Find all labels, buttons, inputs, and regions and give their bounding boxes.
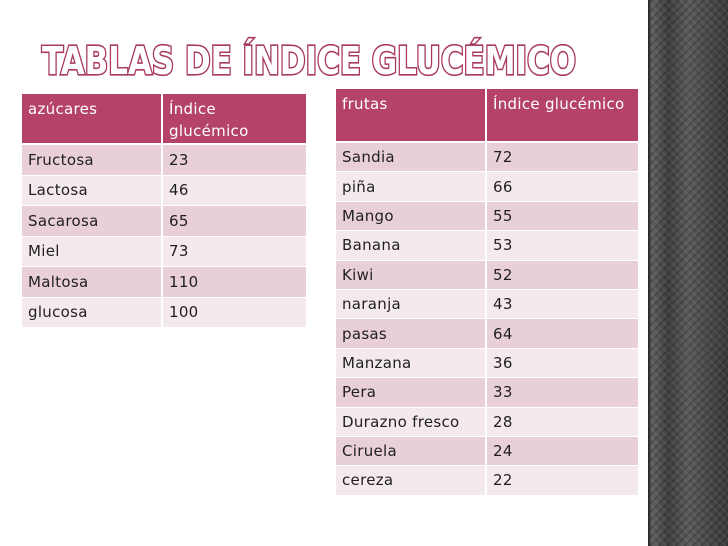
item-name-cell: Manzana xyxy=(336,348,487,379)
table-row: glucosa 100 xyxy=(22,297,306,328)
item-name-cell: pasas xyxy=(336,318,487,349)
item-name-cell: piña xyxy=(336,171,487,202)
item-name-cell: cereza xyxy=(336,465,487,496)
glycemic-index-cell: 28 xyxy=(486,407,638,437)
table-row: naranja 43 xyxy=(336,289,638,320)
item-name-cell: Banana xyxy=(336,230,487,261)
glycemic-index-cell: 64 xyxy=(486,318,638,349)
table-row: piña 66 xyxy=(336,171,638,202)
glycemic-index-cell: 52 xyxy=(486,260,638,290)
item-name-cell: Maltosa xyxy=(22,266,163,298)
slide-title: Tablas de índice glucémico xyxy=(40,36,600,84)
glycemic-index-cell: 23 xyxy=(162,144,306,176)
item-name-cell: Durazno fresco xyxy=(336,407,487,437)
table-row: Kiwi 52 xyxy=(336,260,638,290)
table-row: Lactosa 46 xyxy=(22,175,306,206)
slide-title-graphic: Tablas de índice glucémico xyxy=(40,37,577,84)
glycemic-index-cell: 22 xyxy=(486,465,638,496)
glycemic-index-cell: 110 xyxy=(162,266,306,298)
item-name-cell: naranja xyxy=(336,289,487,320)
item-name-cell: Pera xyxy=(336,377,487,408)
glycemic-index-cell: 33 xyxy=(486,377,638,408)
glycemic-index-cell: 55 xyxy=(486,201,638,232)
item-name-cell: Ciruela xyxy=(336,436,487,467)
glycemic-index-cell: 100 xyxy=(162,297,306,328)
column-header-fruit: frutas xyxy=(336,89,487,143)
sugars-glycemic-table: azúcares Índice glucémico Fructosa 23 Lact… xyxy=(22,94,306,328)
table-row: Mango 55 xyxy=(336,201,638,232)
table-row: Banana 53 xyxy=(336,230,638,261)
item-name-cell: Mango xyxy=(336,201,487,232)
slide-title-text: Tablas de índice glucémico xyxy=(42,39,576,83)
table-header-row: frutas Índice glucémico xyxy=(336,89,638,143)
glycemic-index-cell: 65 xyxy=(162,205,306,237)
column-header-sugar: azúcares xyxy=(22,94,163,145)
table-row: Maltosa 110 xyxy=(22,266,306,298)
glycemic-index-cell: 43 xyxy=(486,289,638,320)
glycemic-index-cell: 53 xyxy=(486,230,638,261)
table-row: Ciruela 24 xyxy=(336,436,638,467)
item-name-cell: Lactosa xyxy=(22,175,163,206)
table-row: Fructosa 23 xyxy=(22,144,306,176)
column-header-glycemic-index: Índice glucémico xyxy=(486,89,638,143)
table-row: Manzana 36 xyxy=(336,348,638,379)
glycemic-index-cell: 46 xyxy=(162,175,306,206)
item-name-cell: Fructosa xyxy=(22,144,163,176)
table-row: Sacarosa 65 xyxy=(22,205,306,237)
table-row: Pera 33 xyxy=(336,377,638,408)
glycemic-index-cell: 66 xyxy=(486,171,638,202)
table-row: cereza 22 xyxy=(336,465,638,496)
item-name-cell: Sandia xyxy=(336,142,487,173)
table-header-row: azúcares Índice glucémico xyxy=(22,94,306,145)
item-name-cell: glucosa xyxy=(22,297,163,328)
decorative-side-band xyxy=(648,0,728,546)
item-name-cell: Kiwi xyxy=(336,260,487,290)
column-header-glycemic-index: Índice glucémico xyxy=(162,94,306,145)
table-row: Durazno fresco 28 xyxy=(336,407,638,437)
item-name-cell: Miel xyxy=(22,236,163,267)
glycemic-index-cell: 72 xyxy=(486,142,638,173)
table-row: Miel 73 xyxy=(22,236,306,267)
glycemic-index-cell: 24 xyxy=(486,436,638,467)
table-row: Sandia 72 xyxy=(336,142,638,173)
glycemic-index-cell: 73 xyxy=(162,236,306,267)
glycemic-index-cell: 36 xyxy=(486,348,638,379)
fruits-glycemic-table: frutas Índice glucémico Sandia 72 piña 66 Ma… xyxy=(336,89,638,496)
table-row: pasas 64 xyxy=(336,318,638,349)
item-name-cell: Sacarosa xyxy=(22,205,163,237)
